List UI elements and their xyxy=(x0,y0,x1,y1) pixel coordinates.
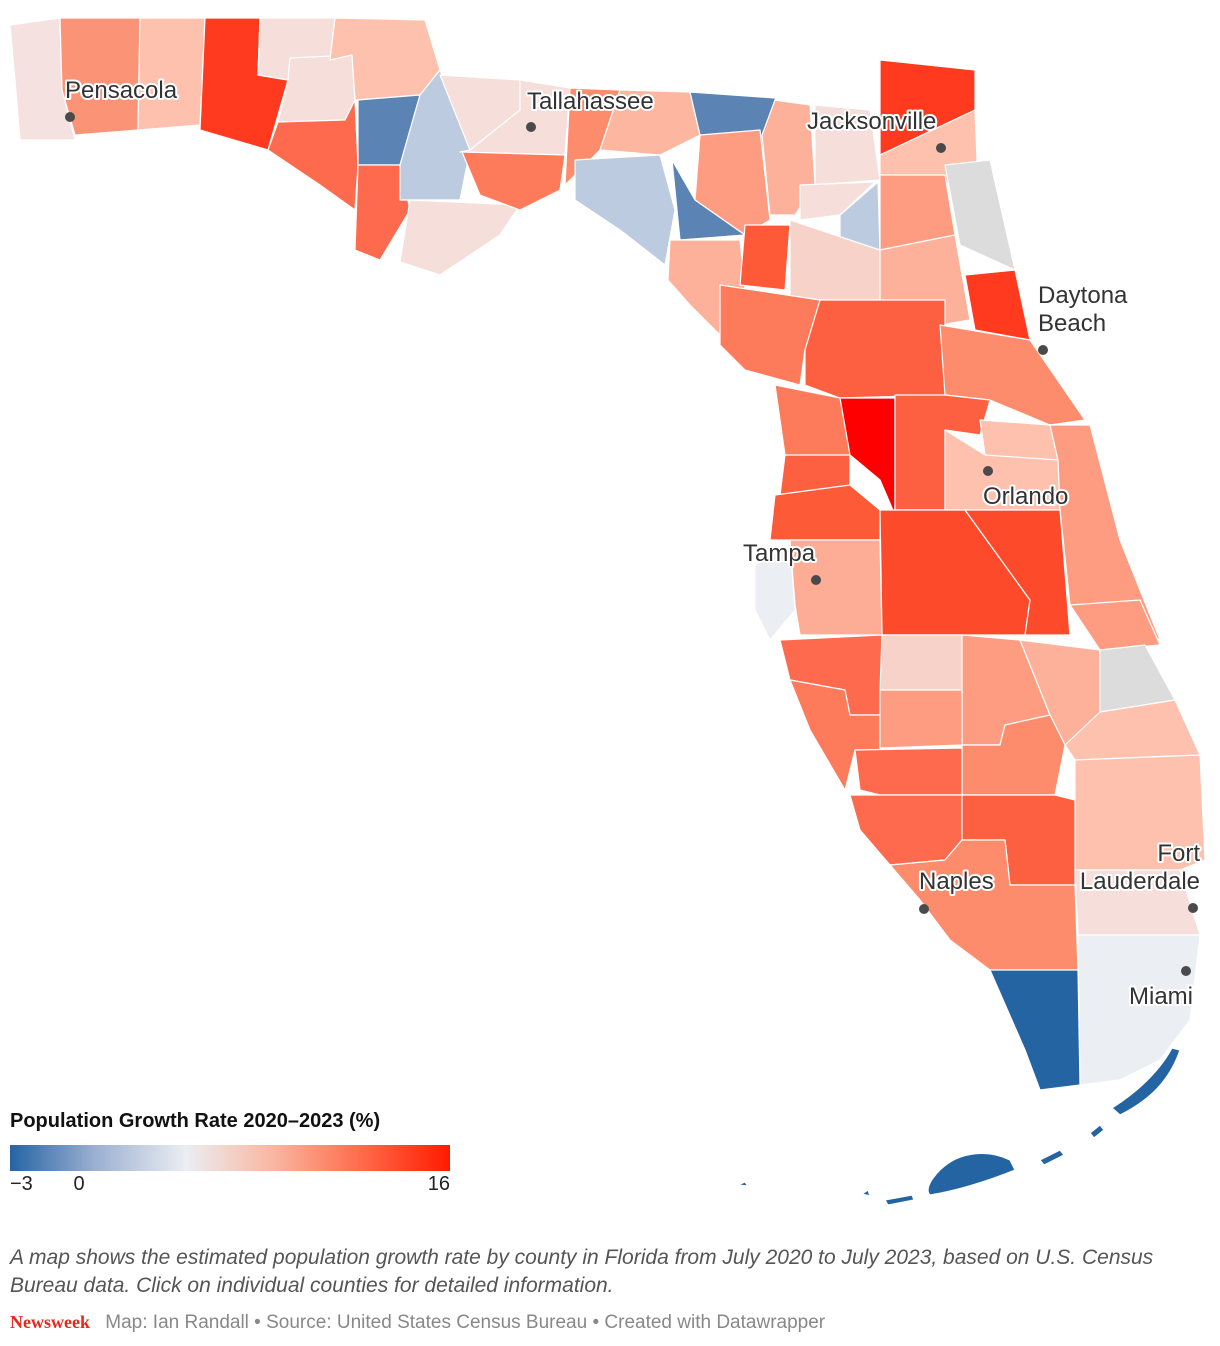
county-charlotte[interactable] xyxy=(854,747,963,796)
legend-gradient-bar xyxy=(10,1145,450,1171)
county-okaloosa[interactable] xyxy=(137,17,206,131)
credits-text: Map: Ian Randall • Source: United States… xyxy=(105,1312,826,1333)
county-liberty[interactable] xyxy=(399,69,471,201)
legend-min-label: −3 xyxy=(10,1173,33,1195)
county-madison[interactable] xyxy=(599,89,701,156)
footer-credits: Newsweek Map: Ian Randall • Source: Unit… xyxy=(10,1312,825,1334)
county-taylor[interactable] xyxy=(574,154,676,266)
map-caption: A map shows the estimated population gro… xyxy=(10,1246,1154,1297)
svg-text:Beach: Beach xyxy=(1038,310,1106,337)
svg-text:Lauderdale: Lauderdale xyxy=(1080,868,1200,895)
county-hillsborough[interactable] xyxy=(789,539,883,636)
city-marker-jacksonville: Jacksonville xyxy=(805,106,946,153)
svg-text:Naples: Naples xyxy=(919,868,994,895)
county-gulf[interactable] xyxy=(354,164,411,261)
county-monroe[interactable] xyxy=(989,969,1081,1091)
county-monroe-keys[interactable] xyxy=(737,1047,1181,1206)
legend-title: Population Growth Rate 2020–2023 (%) xyxy=(10,1110,381,1132)
svg-text:Tallahassee: Tallahassee xyxy=(527,88,654,115)
county-lee[interactable] xyxy=(849,794,963,866)
county-bay[interactable] xyxy=(267,99,359,211)
svg-text:Fort: Fort xyxy=(1157,840,1200,867)
county-pinellas[interactable] xyxy=(754,544,796,641)
county-franklin[interactable] xyxy=(399,199,521,276)
city-marker-tampa: Tampa xyxy=(741,538,821,585)
county-sumter[interactable] xyxy=(839,397,896,516)
city-marker-tallahassee: Tallahassee xyxy=(525,86,656,132)
city-marker-daytona-beach: Daytona Beach xyxy=(1036,280,1130,355)
city-marker-fort-lauderdale: Fort Lauderdale xyxy=(1078,838,1202,913)
county-desoto[interactable] xyxy=(879,689,963,749)
county-wakulla[interactable] xyxy=(461,151,566,211)
city-marker-orlando: Orlando xyxy=(981,466,1070,512)
county-collier[interactable] xyxy=(889,839,1079,971)
county-miami-dade[interactable] xyxy=(1077,934,1201,1086)
county-flagler[interactable] xyxy=(964,269,1031,341)
svg-text:Pensacola: Pensacola xyxy=(65,77,178,104)
county-osceola[interactable] xyxy=(964,509,1071,636)
legend-mid-label: 0 xyxy=(73,1173,85,1195)
color-legend: Population Growth Rate 2020–2023 (%) −3 … xyxy=(10,1110,450,1201)
svg-text:Miami: Miami xyxy=(1129,983,1193,1010)
newsweek-logo[interactable]: Newsweek xyxy=(10,1312,90,1332)
county-marion[interactable] xyxy=(804,299,946,399)
county-hardee[interactable] xyxy=(879,634,963,691)
county-indian-river[interactable] xyxy=(1069,599,1161,651)
city-marker-naples: Naples xyxy=(917,866,996,914)
florida-county-map: Pensacola Tallahassee Jacksonville Dayto… xyxy=(9,17,1206,1206)
svg-text:Daytona: Daytona xyxy=(1038,282,1128,309)
svg-text:Jacksonville: Jacksonville xyxy=(807,108,936,135)
county-washington[interactable] xyxy=(277,54,356,123)
legend-max-label: 16 xyxy=(427,1173,450,1195)
county-pasco[interactable] xyxy=(769,484,881,541)
svg-text:Tampa: Tampa xyxy=(743,540,816,567)
city-marker-pensacola: Pensacola xyxy=(63,75,180,122)
county-gilchrist[interactable] xyxy=(739,224,791,291)
county-santa-rosa[interactable] xyxy=(59,17,141,136)
legend-ticks: −3 0 16 xyxy=(10,1173,450,1201)
svg-text:Orlando: Orlando xyxy=(983,483,1068,510)
city-marker-miami: Miami xyxy=(1127,966,1195,1012)
